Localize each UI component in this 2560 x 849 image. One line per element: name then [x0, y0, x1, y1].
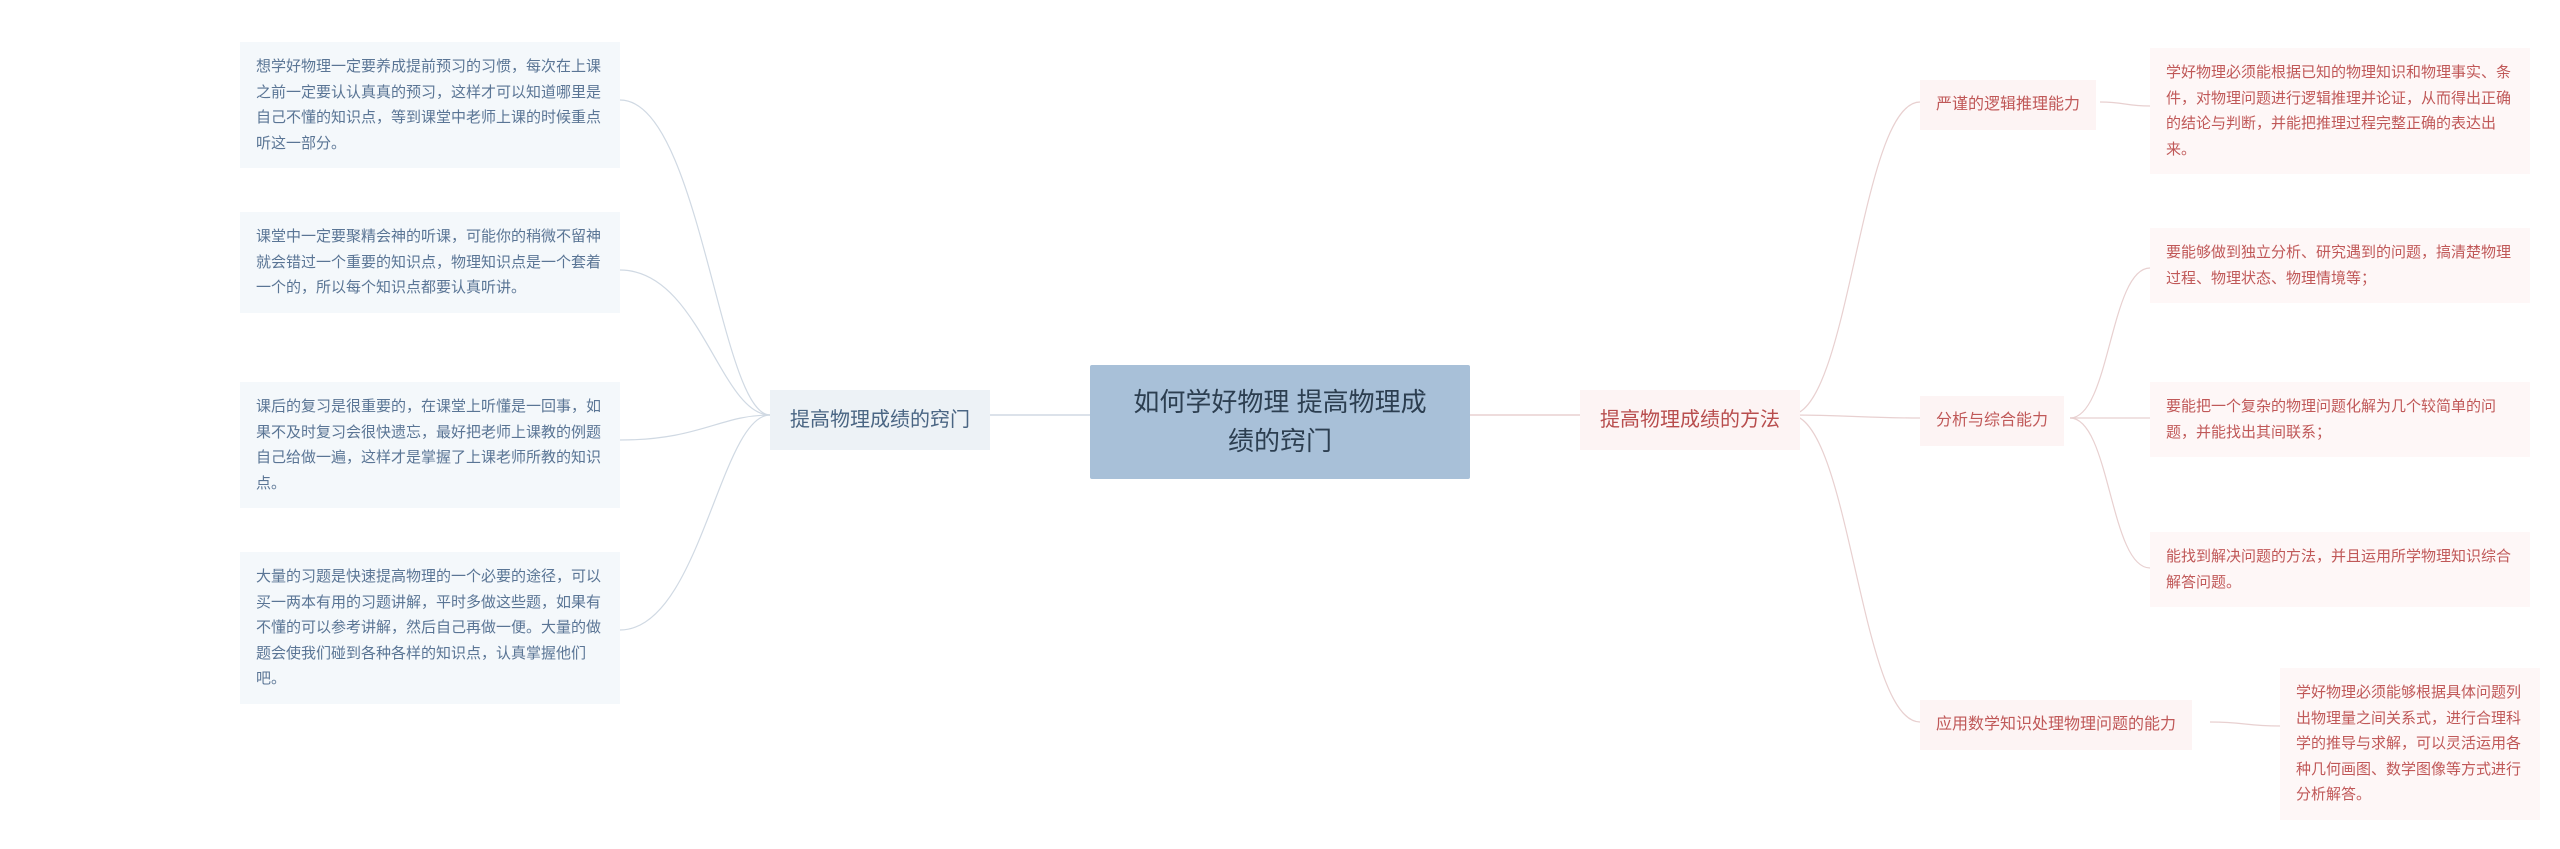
- right-sub-0-leaf-0: 学好物理必须能根据已知的物理知识和物理事实、条件，对物理问题进行逻辑推理并论证，…: [2150, 48, 2530, 174]
- right-leaf-text: 能找到解决问题的方法，并且运用所学物理知识综合解答问题。: [2166, 548, 2511, 591]
- left-leaf-1: 课堂中一定要聚精会神的听课，可能你的稍微不留神就会错过一个重要的知识点，物理知识…: [240, 212, 620, 313]
- right-sub-1: 分析与综合能力: [1920, 396, 2064, 446]
- left-leaf-2: 课后的复习是很重要的，在课堂上听懂是一回事，如果不及时复习会很快遗忘，最好把老师…: [240, 382, 620, 508]
- right-sub-1-leaf-0: 要能够做到独立分析、研究遇到的问题，搞清楚物理过程、物理状态、物理情境等；: [2150, 228, 2530, 303]
- right-leaf-text: 学好物理必须能够根据具体问题列出物理量之间关系式，进行合理科学的推导与求解，可以…: [2296, 684, 2521, 803]
- root-line1: 如何学好物理 提高物理成: [1133, 387, 1426, 417]
- right-sub-2: 应用数学知识处理物理问题的能力: [1920, 700, 2192, 750]
- left-leaf-0: 想学好物理一定要养成提前预习的习惯，每次在上课之前一定要认认真真的预习，这样才可…: [240, 42, 620, 168]
- right-sub-0: 严谨的逻辑推理能力: [1920, 80, 2096, 130]
- right-sub-label: 应用数学知识处理物理问题的能力: [1936, 716, 2176, 733]
- left-leaf-text: 课堂中一定要聚精会神的听课，可能你的稍微不留神就会错过一个重要的知识点，物理知识…: [256, 228, 601, 296]
- right-sub-1-leaf-1: 要能把一个复杂的物理问题化解为几个较简单的问题，并能找出其间联系；: [2150, 382, 2530, 457]
- left-leaf-3: 大量的习题是快速提高物理的一个必要的途径，可以买一两本有用的习题讲解，平时多做这…: [240, 552, 620, 704]
- right-leaf-text: 要能够做到独立分析、研究遇到的问题，搞清楚物理过程、物理状态、物理情境等；: [2166, 244, 2511, 287]
- right-sub-label: 分析与综合能力: [1936, 412, 2048, 429]
- right-leaf-text: 要能把一个复杂的物理问题化解为几个较简单的问题，并能找出其间联系；: [2166, 398, 2496, 441]
- right-leaf-text: 学好物理必须能根据已知的物理知识和物理事实、条件，对物理问题进行逻辑推理并论证，…: [2166, 64, 2511, 158]
- right-branch: 提高物理成绩的方法: [1580, 390, 1800, 450]
- right-sub-1-leaf-2: 能找到解决问题的方法，并且运用所学物理知识综合解答问题。: [2150, 532, 2530, 607]
- right-branch-label: 提高物理成绩的方法: [1600, 409, 1780, 431]
- left-branch: 提高物理成绩的窍门: [770, 390, 990, 450]
- left-branch-label: 提高物理成绩的窍门: [790, 409, 970, 431]
- right-sub-2-leaf-0: 学好物理必须能够根据具体问题列出物理量之间关系式，进行合理科学的推导与求解，可以…: [2280, 668, 2540, 820]
- left-leaf-text: 想学好物理一定要养成提前预习的习惯，每次在上课之前一定要认认真真的预习，这样才可…: [256, 58, 601, 152]
- left-leaf-text: 课后的复习是很重要的，在课堂上听懂是一回事，如果不及时复习会很快遗忘，最好把老师…: [256, 398, 601, 492]
- root-line2: 绩的窍门: [1228, 426, 1332, 456]
- root-node: 如何学好物理 提高物理成 绩的窍门: [1090, 365, 1470, 479]
- right-sub-label: 严谨的逻辑推理能力: [1936, 96, 2080, 113]
- left-leaf-text: 大量的习题是快速提高物理的一个必要的途径，可以买一两本有用的习题讲解，平时多做这…: [256, 568, 601, 687]
